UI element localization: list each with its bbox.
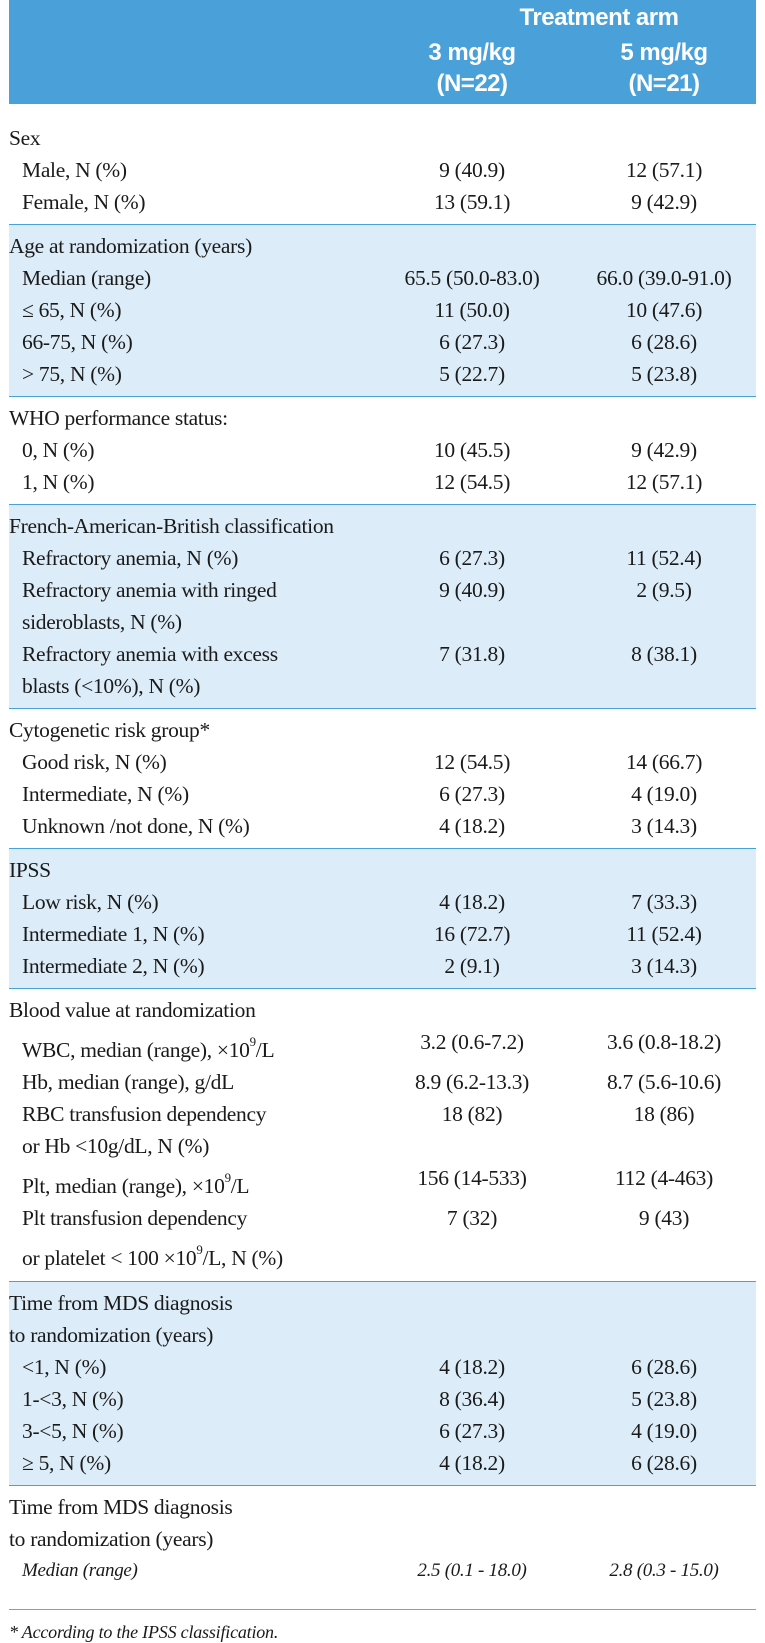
- section-title: IPSS: [9, 858, 51, 882]
- table-row: WBC, median (range), ×109/L 3.2 (0.6-7.2…: [22, 1030, 722, 1063]
- section-sex: Sex Male, N (%) 9 (40.9) 12 (57.1) Femal…: [9, 104, 756, 225]
- table-row: ≤ 65, N (%) 11 (50.0) 10 (47.6): [22, 298, 703, 322]
- section-who-performance: WHO performance status: 0, N (%) 10 (45.…: [9, 397, 756, 505]
- table-row: Male, N (%) 9 (40.9) 12 (57.1): [22, 158, 703, 182]
- section-title: Cytogenetic risk group*: [9, 718, 210, 742]
- table-row: 0, N (%) 10 (45.5) 9 (42.9): [22, 438, 697, 462]
- section-time-from-diagnosis: Time from MDS diagnosis to randomization…: [9, 1281, 756, 1486]
- table-footnote: * According to the IPSS classification.: [9, 1608, 756, 1643]
- treatment-arm-title: Treatment arm: [519, 4, 679, 31]
- table-row: > 75, N (%) 5 (22.7) 5 (23.8): [22, 362, 697, 386]
- table-row: Unknown /not done, N (%) 4 (18.2) 3 (14.…: [22, 814, 697, 838]
- table-row: Intermediate 1, N (%) 16 (72.7) 11 (52.4…: [22, 922, 702, 946]
- section-age: Age at randomization (years) Median (ran…: [9, 225, 756, 397]
- table-row: Hb, median (range), g/dL 8.9 (6.2-13.3) …: [22, 1070, 722, 1095]
- table-row: 66-75, N (%) 6 (27.3) 6 (28.6): [22, 330, 697, 354]
- column-header-5mg: 5 mg/kg (N=21): [620, 39, 708, 97]
- table-row: Female, N (%) 13 (59.1) 9 (42.9): [22, 190, 697, 214]
- table-row: Plt, median (range), ×109/L 156 (14-533)…: [22, 1166, 713, 1199]
- column-header-3mg: 3 mg/kg (N=22): [428, 39, 516, 97]
- table-row: Plt transfusion dependency or platelet <…: [22, 1206, 690, 1271]
- baseline-characteristics-table: Treatment arm 3 mg/kg (N=22) 5 mg/kg (N=…: [9, 0, 756, 1643]
- section-title: Sex: [9, 126, 41, 150]
- section-title: Age at randomization (years): [9, 234, 252, 258]
- table-row: Intermediate, N (%) 6 (27.3) 4 (19.0): [22, 782, 697, 806]
- section-title: WHO performance status:: [9, 406, 228, 430]
- section-title: French-American-British classification: [9, 514, 334, 538]
- table-row: 3-<5, N (%) 6 (27.3) 4 (19.0): [22, 1418, 697, 1443]
- table-header: Treatment arm 3 mg/kg (N=22) 5 mg/kg (N=…: [9, 0, 756, 104]
- table-row: Good risk, N (%) 12 (54.5) 14 (66.7): [22, 750, 703, 774]
- table-row: Refractory anemia, N (%) 6 (27.3) 11 (52…: [22, 546, 702, 570]
- section-blood-values: Blood value at randomization WBC, median…: [9, 989, 756, 1282]
- table-row: Median (range) 65.5 (50.0-83.0) 66.0 (39…: [22, 266, 732, 290]
- table-row: Low risk, N (%) 4 (18.2) 7 (33.3): [22, 890, 697, 914]
- table-row: ≥ 5, N (%) 4 (18.2) 6 (28.6): [22, 1450, 697, 1475]
- table-row: Intermediate 2, N (%) 2 (9.1) 3 (14.3): [22, 954, 697, 978]
- section-ipss: IPSS Low risk, N (%) 4 (18.2) 7 (33.3) I…: [9, 849, 756, 989]
- section-title: Time from MDS diagnosis to randomization…: [9, 1290, 233, 1347]
- table-row: <1, N (%) 4 (18.2) 6 (28.6): [22, 1354, 697, 1379]
- table-row: 1-<3, N (%) 8 (36.4) 5 (23.8): [22, 1386, 697, 1411]
- table-row: Median (range) 2.5 (0.1 - 18.0) 2.8 (0.3…: [22, 1559, 719, 1581]
- table-row: Refractory anemia with ringed sideroblas…: [22, 578, 692, 634]
- section-fab-classification: French-American-British classification R…: [9, 505, 756, 709]
- section-title: Time from MDS diagnosis to randomization…: [9, 1494, 233, 1551]
- section-title: Blood value at randomization: [9, 998, 256, 1022]
- table-row: RBC transfusion dependency or Hb <10g/dL…: [22, 1102, 695, 1159]
- table-row: 1, N (%) 12 (54.5) 12 (57.1): [22, 470, 703, 494]
- section-cytogenetic-risk: Cytogenetic risk group* Good risk, N (%)…: [9, 709, 756, 849]
- section-time-median: Time from MDS diagnosis to randomization…: [9, 1486, 756, 1587]
- table-row: Refractory anemia with excess blasts (<1…: [22, 642, 697, 698]
